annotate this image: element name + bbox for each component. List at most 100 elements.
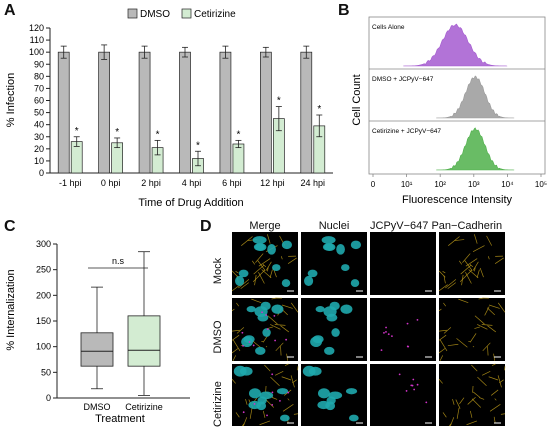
virus-particle: [391, 335, 393, 337]
virus-particle: [242, 345, 244, 347]
nucleus: [346, 388, 357, 394]
nucleus: [351, 241, 361, 250]
micrograph-r1-c2: [370, 298, 436, 361]
virus-particle: [241, 332, 243, 334]
y-tick-label: 120: [29, 23, 44, 33]
virus-particle: [385, 327, 387, 329]
bar-cetirizine: [233, 144, 244, 173]
virus-particle: [267, 328, 269, 330]
nucleus: [255, 243, 266, 251]
virus-particle: [388, 333, 390, 335]
x-tick-label: 24 hpi: [301, 178, 326, 188]
bar-dmso: [180, 52, 191, 173]
nucleus: [277, 388, 288, 394]
significance-asterisk: *: [75, 126, 79, 137]
nucleus: [267, 244, 276, 255]
panel-a-x-axis-label: Time of Drug Addition: [138, 197, 243, 209]
virus-particle: [412, 385, 414, 387]
panel-b-label-cells-alone: Cells Alone: [372, 24, 405, 31]
panel-a-bars: *******: [58, 45, 325, 173]
nucleus: [247, 306, 256, 312]
y-tick-label: 110: [30, 35, 44, 45]
bar-dmso: [58, 52, 69, 173]
nucleus: [336, 244, 345, 255]
nucleus: [253, 236, 267, 244]
bar-dmso: [301, 52, 312, 173]
nucleus: [234, 366, 247, 377]
y-tick-label: 50: [34, 108, 44, 118]
y-tick-label: 300: [36, 239, 51, 249]
micrograph-r2-c2: [370, 364, 436, 426]
nucleus: [262, 328, 270, 337]
virus-particle: [254, 403, 256, 405]
legend-swatch-cetirizine: [182, 9, 191, 18]
nucleus: [261, 302, 271, 310]
histogram-cells-alone: [404, 24, 507, 66]
y-tick-label: 250: [36, 265, 51, 275]
y-tick-label: 0: [46, 393, 51, 403]
nucleus: [271, 304, 283, 313]
y-tick-label: 200: [36, 290, 51, 300]
panel-c-boxes: [81, 252, 160, 396]
bar-dmso: [260, 52, 271, 173]
virus-particle: [407, 346, 409, 348]
y-tick-label: 100: [36, 342, 51, 352]
nucleus: [248, 401, 260, 409]
nucleus: [349, 415, 359, 422]
nucleus: [317, 401, 329, 409]
bar-dmso: [139, 52, 150, 173]
panel-a-bar-chart: DMSO Cetirizine 010203040506070809010011…: [0, 0, 335, 215]
nucleus: [313, 335, 324, 343]
virus-particle: [383, 332, 385, 334]
micrograph-background: [370, 232, 436, 295]
virus-particle: [274, 340, 276, 342]
x-tick-label: 4 hpi: [182, 178, 202, 188]
x-tick-label: 10¹: [401, 180, 413, 189]
virus-particle: [272, 392, 274, 394]
panel-b-label-cetirizine: Cetirizine + JCPyV−647: [372, 128, 441, 135]
virus-particle: [285, 339, 287, 341]
y-tick-label: 50: [41, 367, 51, 377]
panel-b-label-dmso: DMSO + JCPyV−647: [372, 76, 434, 83]
panel-b-flow-histograms: Cell Count Cells Alone DMSO + JCPyV−647 …: [340, 0, 550, 215]
y-tick-label: 10: [34, 156, 44, 166]
virus-particle: [253, 345, 255, 347]
nucleus: [235, 276, 244, 286]
micrograph-background: [370, 364, 436, 426]
panel-c-x-label-dmso: DMSO: [84, 402, 111, 412]
y-tick-label: 80: [34, 71, 44, 81]
virus-particle: [266, 414, 268, 416]
microscopy-image-grid: [205, 216, 550, 426]
nucleus: [324, 347, 334, 355]
nucleus: [282, 241, 292, 250]
virus-particle: [243, 411, 245, 413]
virus-particle: [385, 331, 387, 333]
virus-particle: [412, 379, 414, 381]
bar-dmso: [99, 52, 110, 173]
nucleus: [326, 314, 337, 322]
histogram-cetirizine: [436, 128, 513, 170]
y-tick-label: 100: [29, 47, 44, 57]
x-tick-label: 10⁵: [535, 180, 547, 189]
box-cetirizine: [128, 316, 160, 366]
legend-swatch-dmso: [128, 9, 137, 18]
nucleus: [331, 328, 339, 337]
micrograph-r2-c0: [232, 364, 298, 426]
significance-asterisk: *: [156, 129, 160, 140]
micrograph-r2-c3: [439, 364, 505, 426]
significance-asterisk: *: [317, 104, 321, 115]
panel-b-y-axis-label: Cell Count: [351, 74, 363, 125]
y-tick-label: 20: [34, 144, 44, 154]
micrograph-r0-c0: [232, 232, 298, 295]
micrograph-r2-c1: [301, 364, 367, 426]
virus-particle: [413, 389, 415, 391]
y-tick-label: 70: [34, 83, 44, 93]
y-tick-label: 0: [39, 168, 44, 178]
panel-b-histogram-curves: [404, 24, 514, 170]
virus-particle: [425, 401, 427, 403]
virus-particle: [381, 349, 383, 351]
x-tick-label: -1 hpi: [59, 178, 82, 188]
panel-a-y-axis-label: % Infection: [5, 73, 17, 127]
